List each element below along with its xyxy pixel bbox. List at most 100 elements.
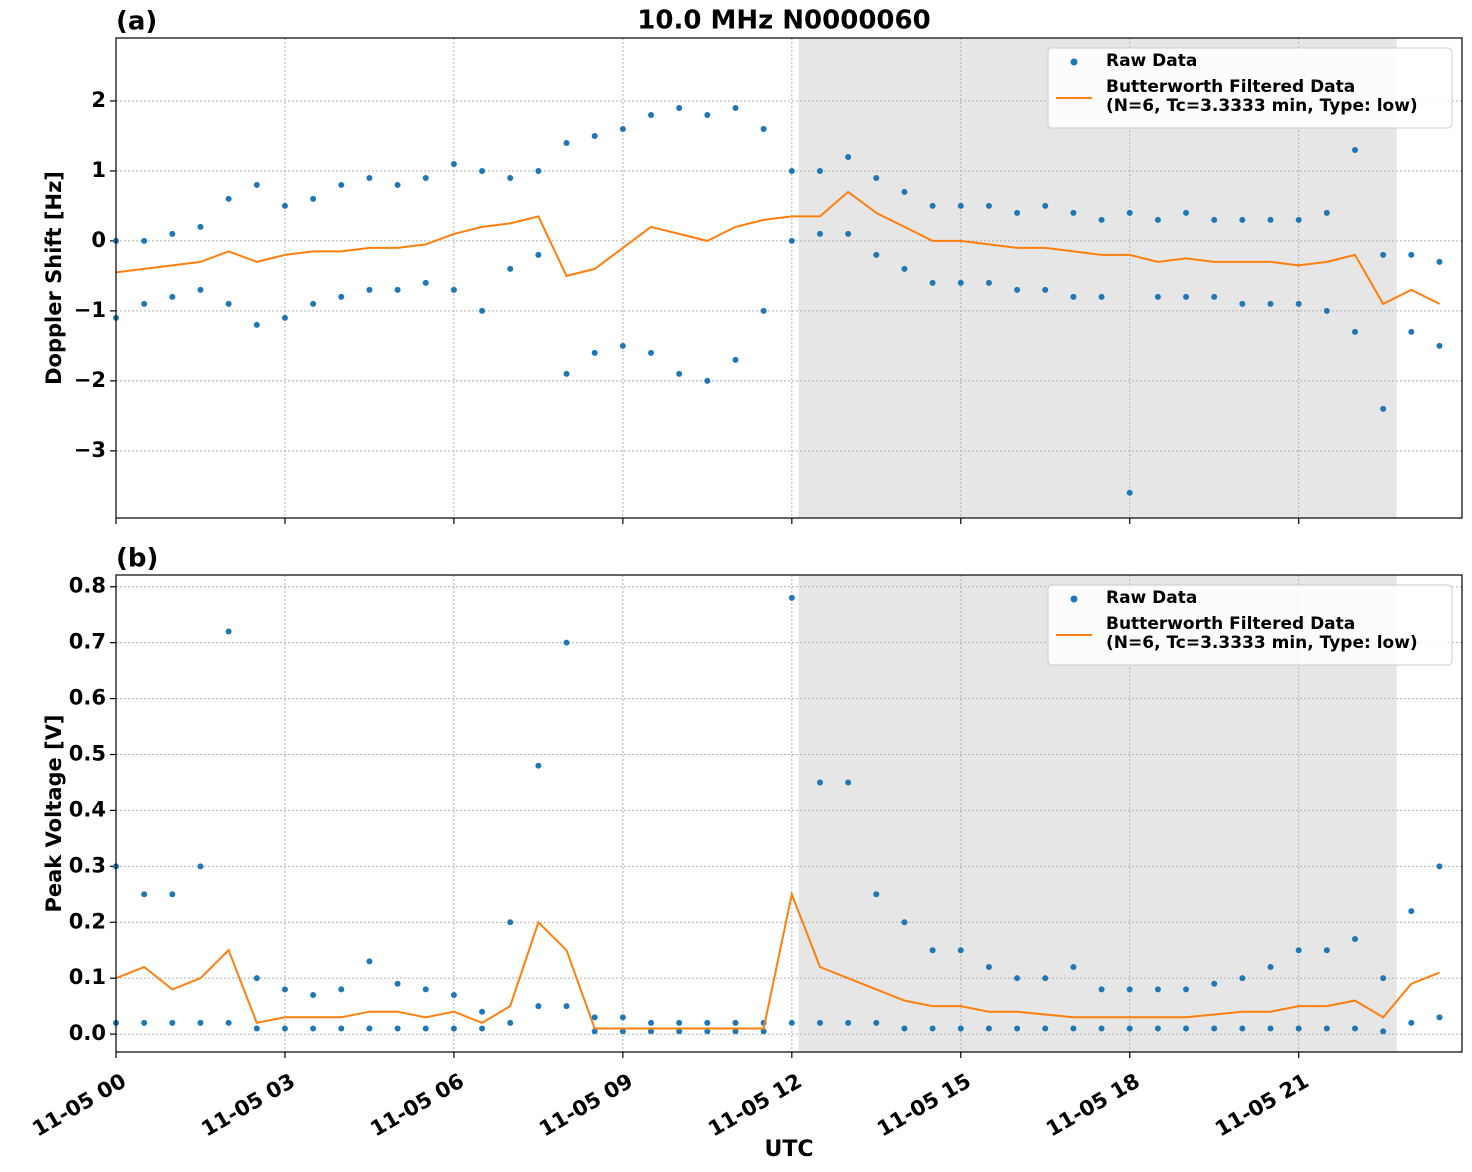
raw-point (1408, 1019, 1415, 1026)
raw-point (479, 1008, 486, 1015)
raw-point (732, 356, 739, 363)
raw-point (535, 1003, 542, 1010)
filtered-line (115, 890, 1440, 1030)
raw-point (873, 174, 880, 181)
raw-point (1267, 1025, 1274, 1032)
raw-point (1211, 216, 1218, 223)
x-tick-label: 11-05 00 (28, 1069, 130, 1142)
raw-point (591, 1014, 598, 1021)
raw-point (985, 1025, 992, 1032)
raw-point (225, 628, 232, 635)
y-tick-label: 0.6 (69, 686, 106, 710)
raw-point (563, 139, 570, 146)
x-tick-label: 11-05 09 (535, 1069, 637, 1142)
raw-point (985, 964, 992, 971)
raw-point (507, 174, 514, 181)
x-axis-label: UTC (764, 1137, 813, 1162)
raw-point (929, 279, 936, 286)
raw-point (1183, 1025, 1190, 1032)
raw-point (676, 370, 683, 377)
raw-point (479, 307, 486, 314)
raw-point (957, 947, 964, 954)
plot-frame (115, 37, 1463, 519)
raw-point (479, 1025, 486, 1032)
raw-point (619, 342, 626, 349)
raw-point (732, 104, 739, 111)
raw-point (507, 919, 514, 926)
raw-point (1408, 908, 1415, 915)
raw-point (422, 279, 429, 286)
raw-point (816, 230, 823, 237)
raw-point (1211, 293, 1218, 300)
legend-box (1047, 584, 1453, 666)
raw-point (957, 1025, 964, 1032)
raw-point (563, 1003, 570, 1010)
raw-point (619, 1014, 626, 1021)
raw-point (394, 286, 401, 293)
raw-point (253, 321, 260, 328)
raw-point (1042, 286, 1049, 293)
raw-point (1211, 1025, 1218, 1032)
raw-point (845, 153, 852, 160)
raw-point (619, 1028, 626, 1035)
raw-point (1323, 1025, 1330, 1032)
legend-marker (1070, 595, 1078, 603)
raw-point (394, 1025, 401, 1032)
raw-point (1183, 209, 1190, 216)
raw-point (338, 1025, 345, 1032)
raw-point (169, 230, 176, 237)
raw-point (1211, 980, 1218, 987)
raw-point (1436, 342, 1443, 349)
raw-point (1267, 964, 1274, 971)
raw-point (1126, 1025, 1133, 1032)
raw-point (394, 181, 401, 188)
raw-point (394, 980, 401, 987)
x-tick-label: 11-05 12 (704, 1069, 806, 1142)
raw-point (676, 1028, 683, 1035)
legend-label: Butterworth Filtered Data (N=6, Tc=3.333… (1106, 614, 1418, 653)
raw-point (197, 863, 204, 870)
raw-point (197, 223, 204, 230)
raw-point (197, 1019, 204, 1026)
raw-point (648, 1019, 655, 1026)
x-tick-label: 11-05 18 (1042, 1069, 1144, 1142)
raw-point (1239, 300, 1246, 307)
x-tick-label: 11-05 21 (1211, 1069, 1313, 1142)
chart-title: 10.0 MHz N0000060 (637, 6, 930, 36)
raw-point (1098, 986, 1105, 993)
raw-point (1098, 293, 1105, 300)
y-tick-label: 0.5 (69, 742, 106, 766)
raw-point (929, 947, 936, 954)
raw-point (1042, 1025, 1049, 1032)
raw-point (1295, 1025, 1302, 1032)
raw-point (704, 377, 711, 384)
y-tick-label: 0.8 (69, 574, 106, 598)
raw-point (141, 891, 148, 898)
raw-point (225, 195, 232, 202)
raw-point (225, 300, 232, 307)
raw-point (1070, 1025, 1077, 1032)
raw-point (450, 1025, 457, 1032)
raw-point (648, 349, 655, 356)
raw-point (253, 1025, 260, 1032)
raw-point (760, 307, 767, 314)
legend-label: Butterworth Filtered Data (N=6, Tc=3.333… (1106, 77, 1418, 116)
raw-point (1239, 975, 1246, 982)
raw-point (1126, 209, 1133, 216)
raw-point (788, 167, 795, 174)
raw-point (788, 594, 795, 601)
raw-point (422, 1025, 429, 1032)
x-tick-label: 11-05 03 (197, 1069, 299, 1142)
raw-point (985, 202, 992, 209)
raw-point (704, 1019, 711, 1026)
raw-point (310, 300, 317, 307)
y-tick-label: 0.0 (69, 1021, 106, 1045)
raw-point (1323, 947, 1330, 954)
y-tick-label: 0.2 (69, 909, 106, 933)
raw-point (901, 265, 908, 272)
raw-point (1042, 975, 1049, 982)
raw-point (676, 104, 683, 111)
raw-point (957, 202, 964, 209)
raw-point (1126, 489, 1133, 496)
y-axis-label: Peak Voltage [V] (42, 714, 66, 912)
